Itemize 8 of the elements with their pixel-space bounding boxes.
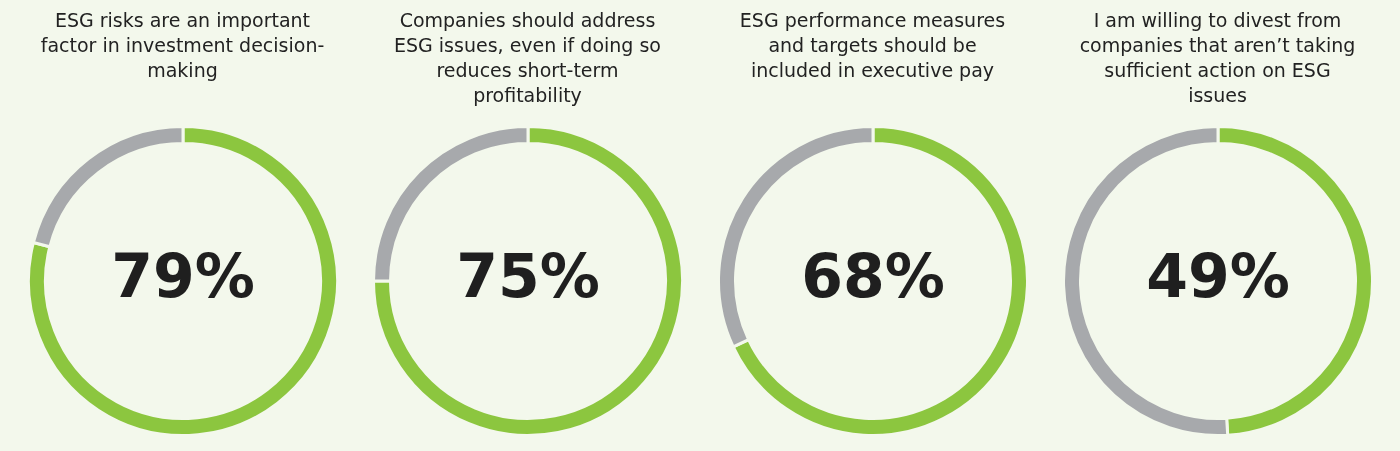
data-label: 68% — [800, 240, 945, 311]
chart-title: ESG performance measures and targets should be included in executive pay — [738, 8, 1007, 83]
data-label: 75% — [455, 240, 600, 311]
chart-title: I am willing to divest from companies that aren’t taking sufficient action on ESG issues — [1078, 8, 1357, 108]
data-label: 49% — [1145, 240, 1290, 311]
data-label: 79% — [110, 240, 255, 311]
chart-title: ESG risks are an important factor in investment decision-making — [39, 8, 326, 83]
chart-title: Companies should address ESG issues, even if doing so reduces short-term profitability — [393, 8, 662, 108]
